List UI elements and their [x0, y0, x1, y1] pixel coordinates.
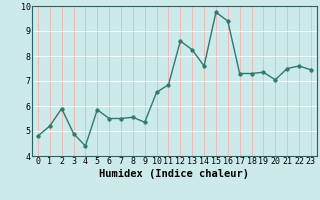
- X-axis label: Humidex (Indice chaleur): Humidex (Indice chaleur): [100, 169, 249, 179]
